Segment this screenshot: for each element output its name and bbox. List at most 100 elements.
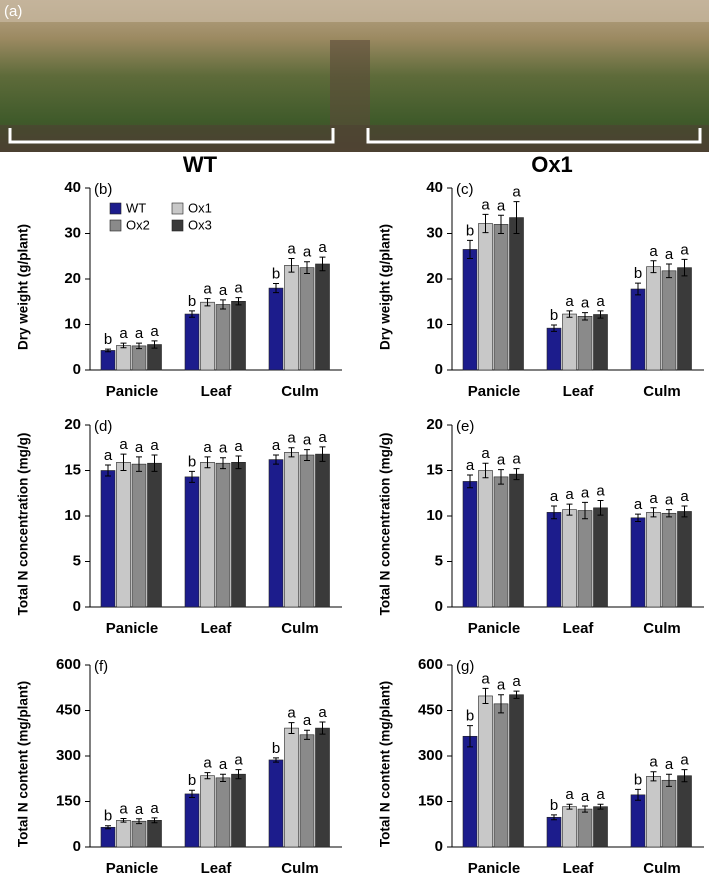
legend-swatch <box>109 219 122 232</box>
x-tick-label: Culm <box>643 860 681 877</box>
significance-letter: a <box>135 325 144 342</box>
significance-letter: b <box>272 740 280 757</box>
y-tick-label: 40 <box>64 179 81 196</box>
bar <box>299 454 315 608</box>
error-bar <box>136 818 142 825</box>
x-tick-label: Panicle <box>468 620 521 637</box>
bar <box>231 773 246 848</box>
y-tick-label: 30 <box>426 224 443 241</box>
bar <box>646 776 661 848</box>
bar <box>562 509 577 608</box>
significance-letter: a <box>649 490 658 507</box>
bar <box>562 313 577 371</box>
significance-letter: a <box>581 295 590 312</box>
significance-letter: a <box>481 670 490 687</box>
y-tick-label: 40 <box>426 179 443 196</box>
bar <box>577 510 593 608</box>
bar <box>284 265 299 371</box>
panel-label: (g) <box>456 658 474 675</box>
bar <box>315 263 330 371</box>
error-bar <box>204 772 211 780</box>
error-bar <box>273 454 279 465</box>
error-bar <box>189 789 195 799</box>
group-title: WT <box>183 152 218 177</box>
significance-letter: b <box>634 265 642 282</box>
bar <box>116 462 131 608</box>
y-tick-label: 15 <box>64 461 81 478</box>
x-tick-label: Culm <box>643 383 681 400</box>
bar <box>184 793 200 848</box>
y-tick-label: 150 <box>418 792 443 809</box>
x-tick-label: Leaf <box>563 620 595 637</box>
error-bar <box>482 213 489 234</box>
legend-label: Ox1 <box>188 200 212 215</box>
error-bar <box>105 348 111 353</box>
bar <box>661 270 677 371</box>
y-tick-label: 30 <box>64 224 81 241</box>
significance-letter: a <box>565 486 574 503</box>
significance-letter: a <box>203 439 212 456</box>
y-axis-label: Total N content (mg/plant) <box>378 681 393 847</box>
y-tick-label: 5 <box>435 552 443 569</box>
error-bar <box>551 814 557 821</box>
bar <box>100 826 116 848</box>
error-bar <box>120 453 127 471</box>
bar <box>315 453 330 608</box>
bar <box>284 451 299 608</box>
error-bar <box>273 283 279 294</box>
error-bar <box>666 773 672 787</box>
bar <box>630 517 646 608</box>
bar <box>661 512 677 608</box>
y-tick-label: 10 <box>426 315 443 332</box>
error-bar <box>220 299 226 310</box>
bar <box>677 775 692 848</box>
bar <box>184 313 200 371</box>
panel-label: (d) <box>94 418 112 435</box>
y-axis-label: Total N concentration (mg/g) <box>16 433 31 616</box>
y-tick-label: 0 <box>73 598 81 615</box>
significance-letter: a <box>119 436 128 453</box>
significance-letter: a <box>150 437 159 454</box>
bar <box>231 300 246 371</box>
y-axis-label: Total N content (mg/plant) <box>16 681 31 847</box>
significance-letter: a <box>565 786 574 803</box>
significance-letter: a <box>135 801 144 818</box>
significance-letter: a <box>303 244 312 261</box>
panel-label: (f) <box>94 658 108 675</box>
bar <box>493 224 509 371</box>
chart-panel: 0 10 20 30 40 Dry weight (g/plant) (c) Panicle b… <box>378 179 704 400</box>
bar <box>509 694 524 848</box>
y-tick-label: 0 <box>435 361 443 378</box>
y-axis-label: Dry weight (g/plant) <box>378 224 393 350</box>
significance-letter: a <box>119 800 128 817</box>
photo-sky <box>0 0 709 22</box>
legend-label: Ox3 <box>188 217 212 232</box>
x-tick-label: Culm <box>281 860 319 877</box>
significance-letter: a <box>135 439 144 456</box>
chart-panel: 0 5 10 15 20 Total N concentration (mg/g) (e) P… <box>378 416 704 637</box>
significance-letter: a <box>466 457 475 474</box>
significance-letter: a <box>680 752 689 769</box>
bar <box>478 470 493 608</box>
error-bar <box>151 817 158 824</box>
significance-letter: a <box>234 752 243 769</box>
significance-letter: a <box>303 712 312 729</box>
error-bar <box>189 310 195 318</box>
x-tick-label: Panicle <box>468 860 521 877</box>
bar <box>577 316 593 371</box>
error-bar <box>220 773 226 782</box>
bar <box>100 350 116 371</box>
error-bar <box>566 503 573 516</box>
error-bar <box>597 310 604 319</box>
bar <box>268 759 284 848</box>
bar <box>299 267 315 371</box>
significance-letter: a <box>497 677 506 694</box>
panel-label: (b) <box>94 181 112 198</box>
error-bar <box>304 449 310 461</box>
significance-letter: a <box>318 429 327 446</box>
bar <box>593 806 608 848</box>
significance-letter: a <box>581 788 590 805</box>
error-bar <box>681 505 688 518</box>
error-bar <box>582 805 588 813</box>
bar <box>493 476 509 608</box>
